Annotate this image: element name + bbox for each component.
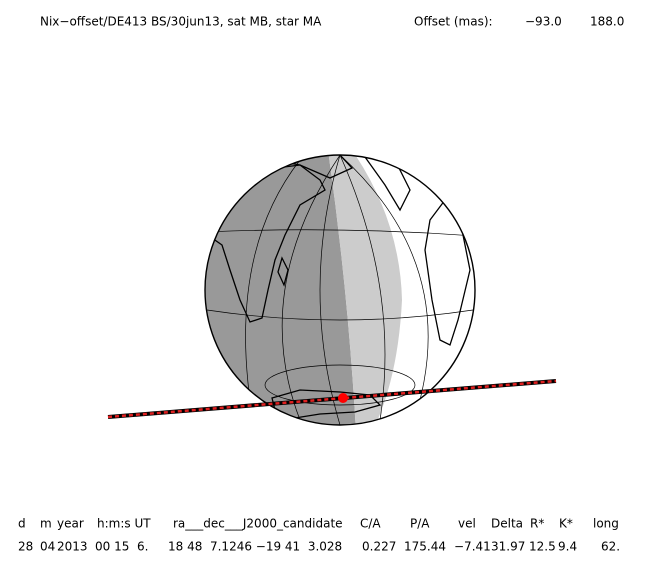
column-header: vel	[458, 517, 476, 531]
offset-label: Offset (mas):	[414, 15, 493, 29]
column-header: K*	[559, 517, 573, 531]
column-header: Delta	[491, 517, 523, 531]
column-header: C/A	[360, 517, 381, 531]
table-cell: 31.97	[491, 540, 525, 554]
offset-y: 188.0	[590, 15, 624, 29]
globe	[204, 154, 476, 426]
table-cell: 0.227	[362, 540, 396, 554]
title: Nix−offset/DE413 BS/30jun13, sat MB, sta…	[40, 15, 322, 29]
column-header: R*	[530, 517, 544, 531]
data-table: d m year h:m:s UT ra___dec___J2000_candidate…	[18, 517, 620, 554]
table-cell: 2013	[57, 540, 88, 554]
column-header: m	[40, 517, 52, 531]
table-cell: 12.5	[529, 540, 556, 554]
column-header: h:m:s UT	[97, 517, 151, 531]
offset-x: −93.0	[525, 15, 562, 29]
column-header: ra___dec___J2000_candidate	[173, 517, 343, 531]
column-header: P/A	[410, 517, 430, 531]
occultation-track	[107, 379, 557, 419]
table-cell: −7.41	[454, 540, 491, 554]
table-cell: 62.	[601, 540, 620, 554]
table-cell: 9.4	[558, 540, 577, 554]
table-cell: 175.44	[404, 540, 446, 554]
table-cell: 18 48 7.1246 −19 41 3.028	[168, 540, 342, 554]
table-cell: 28	[18, 540, 33, 554]
table-cell: 00 15 6.	[95, 540, 148, 554]
column-header: d	[18, 517, 26, 531]
column-header: year	[57, 517, 84, 531]
column-header: long	[593, 517, 619, 531]
table-cell: 04	[40, 540, 55, 554]
